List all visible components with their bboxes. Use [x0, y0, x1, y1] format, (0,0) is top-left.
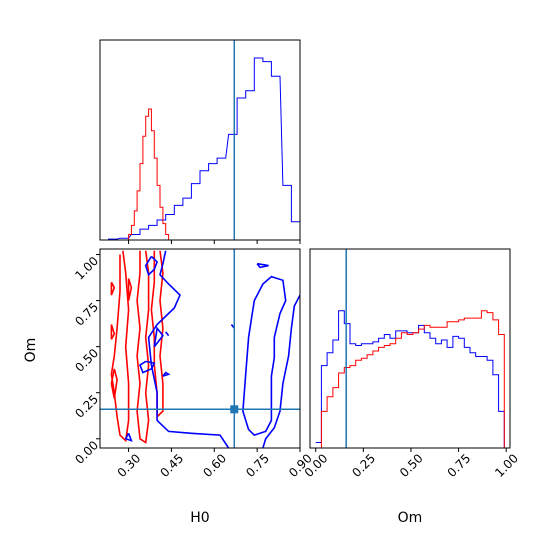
- contour-red: [127, 278, 133, 301]
- om-x-tick-label: 0.75: [445, 451, 474, 480]
- h0-x-tick-label: 0.60: [200, 451, 229, 480]
- contour-blue: [165, 331, 170, 337]
- contour-blue: [124, 432, 133, 442]
- om-x-tick-label: 0.25: [349, 451, 378, 480]
- om-hist-plot-area: [315, 310, 510, 448]
- om-hist-frame: [309, 248, 511, 449]
- contour-blue: [256, 262, 269, 269]
- contour-blue: [139, 360, 156, 374]
- h0-x-tick-label: 0.30: [115, 451, 144, 480]
- om-y-tick-label: 0.00: [72, 438, 101, 467]
- om-y-tick-label: 0.25: [72, 392, 101, 421]
- om-y-tick-label: 0.75: [72, 300, 101, 329]
- panel-h0-histogram: [99, 39, 301, 244]
- om-y-tick-label: 1.00: [72, 254, 101, 283]
- om-histogram-red: [315, 310, 510, 448]
- h0-hist-frame: [99, 39, 301, 241]
- h0-histogram-blue: [100, 57, 300, 240]
- joint-frame: [99, 248, 301, 449]
- h0-x-tick-label: 0.75: [243, 451, 272, 480]
- contour-red: [110, 281, 116, 296]
- contour-blue: [147, 250, 230, 448]
- contour-red: [136, 250, 150, 444]
- om-x-tick-label: 0.50: [397, 451, 426, 480]
- contour-blue: [144, 255, 159, 277]
- contour-blue: [262, 294, 300, 448]
- contour-blue: [242, 275, 287, 437]
- truth-marker: [230, 405, 239, 414]
- contour-red: [110, 250, 130, 443]
- joint-plot-area: [110, 250, 300, 448]
- h0-x-tick-label: 0.45: [157, 451, 186, 480]
- om-x-tick-label: 1.00: [492, 451, 521, 480]
- contour-blue: [162, 371, 171, 377]
- contour-red: [150, 250, 164, 419]
- h0-hist-plot-area: [100, 57, 300, 240]
- contour-blue: [153, 326, 164, 348]
- xlabel-h0: H0: [190, 510, 209, 526]
- om-histogram-blue: [315, 310, 510, 448]
- xlabel-om: Om: [398, 510, 423, 526]
- panel-om-histogram: 0.00 0.25 0.50 0.75 1.00: [302, 248, 521, 480]
- h0-histogram-red: [100, 108, 172, 240]
- panel-h0-om-contours: 0.30 0.45 0.60 0.75 0.900.000.250.500.751.00: [72, 248, 315, 480]
- ylabel-om: Om: [23, 338, 39, 363]
- contour-red: [110, 368, 118, 399]
- om-y-tick-label: 0.50: [72, 346, 101, 375]
- contour-red: [110, 324, 116, 340]
